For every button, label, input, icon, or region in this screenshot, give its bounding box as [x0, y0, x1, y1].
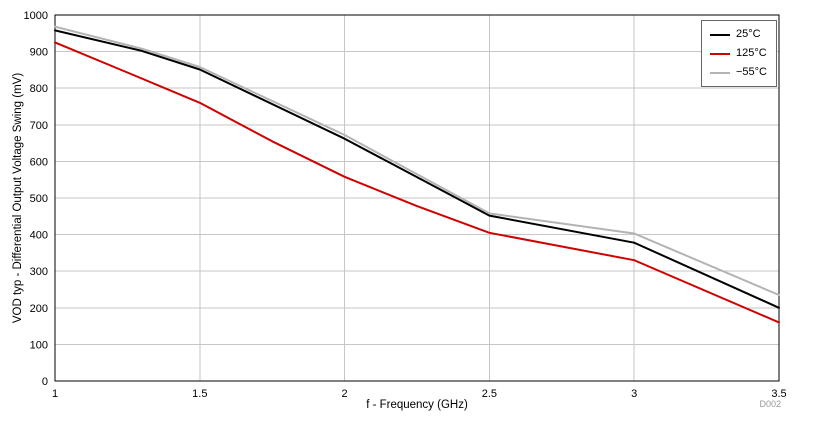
y-tick-label: 800 — [30, 83, 48, 95]
legend-item-minus55c: −55°C — [709, 63, 767, 82]
legend-item-125c: 125°C — [709, 44, 767, 63]
x-tick-label: 1 — [52, 388, 58, 400]
legend-label-minus55c: −55°C — [735, 66, 767, 78]
y-tick-label: 500 — [30, 193, 48, 205]
y-tick-label: 700 — [30, 120, 48, 132]
series-line — [54, 29, 780, 309]
plot-border — [54, 14, 780, 382]
y-tick-label: 600 — [30, 156, 48, 168]
x-tick-label: 3.5 — [771, 388, 786, 400]
legend-label-125c: 125°C — [735, 47, 767, 59]
y-axis-title: VOD typ - Differential Output Voltage Sw… — [12, 72, 24, 324]
y-tick-label: 0 — [42, 376, 48, 388]
y-tick-label: 300 — [30, 266, 48, 278]
legend: 25°C 125°C −55°C — [700, 20, 777, 87]
legend-label-25c: 25°C — [735, 28, 761, 40]
x-tick-label: 2.5 — [482, 388, 497, 400]
series-line — [54, 41, 780, 324]
y-tick-label: 1000 — [24, 10, 48, 22]
y-tick-label: 400 — [30, 230, 48, 242]
y-tick-label: 900 — [30, 47, 48, 59]
legend-line-sample-minus55c — [709, 71, 730, 74]
legend-item-25c: 25°C — [709, 25, 767, 44]
legend-line-sample-125c — [709, 52, 730, 55]
figure-code-label: D002 — [759, 399, 781, 409]
series-line — [54, 25, 780, 296]
y-tick-label: 200 — [30, 303, 48, 315]
x-tick-label: 2 — [342, 388, 348, 400]
y-tick-label: 100 — [30, 339, 48, 351]
x-tick-label: 3 — [631, 388, 637, 400]
legend-line-sample-25c — [709, 33, 730, 36]
x-axis-title: f - Frequency (GHz) — [366, 399, 468, 411]
x-tick-label: 1.5 — [192, 388, 207, 400]
